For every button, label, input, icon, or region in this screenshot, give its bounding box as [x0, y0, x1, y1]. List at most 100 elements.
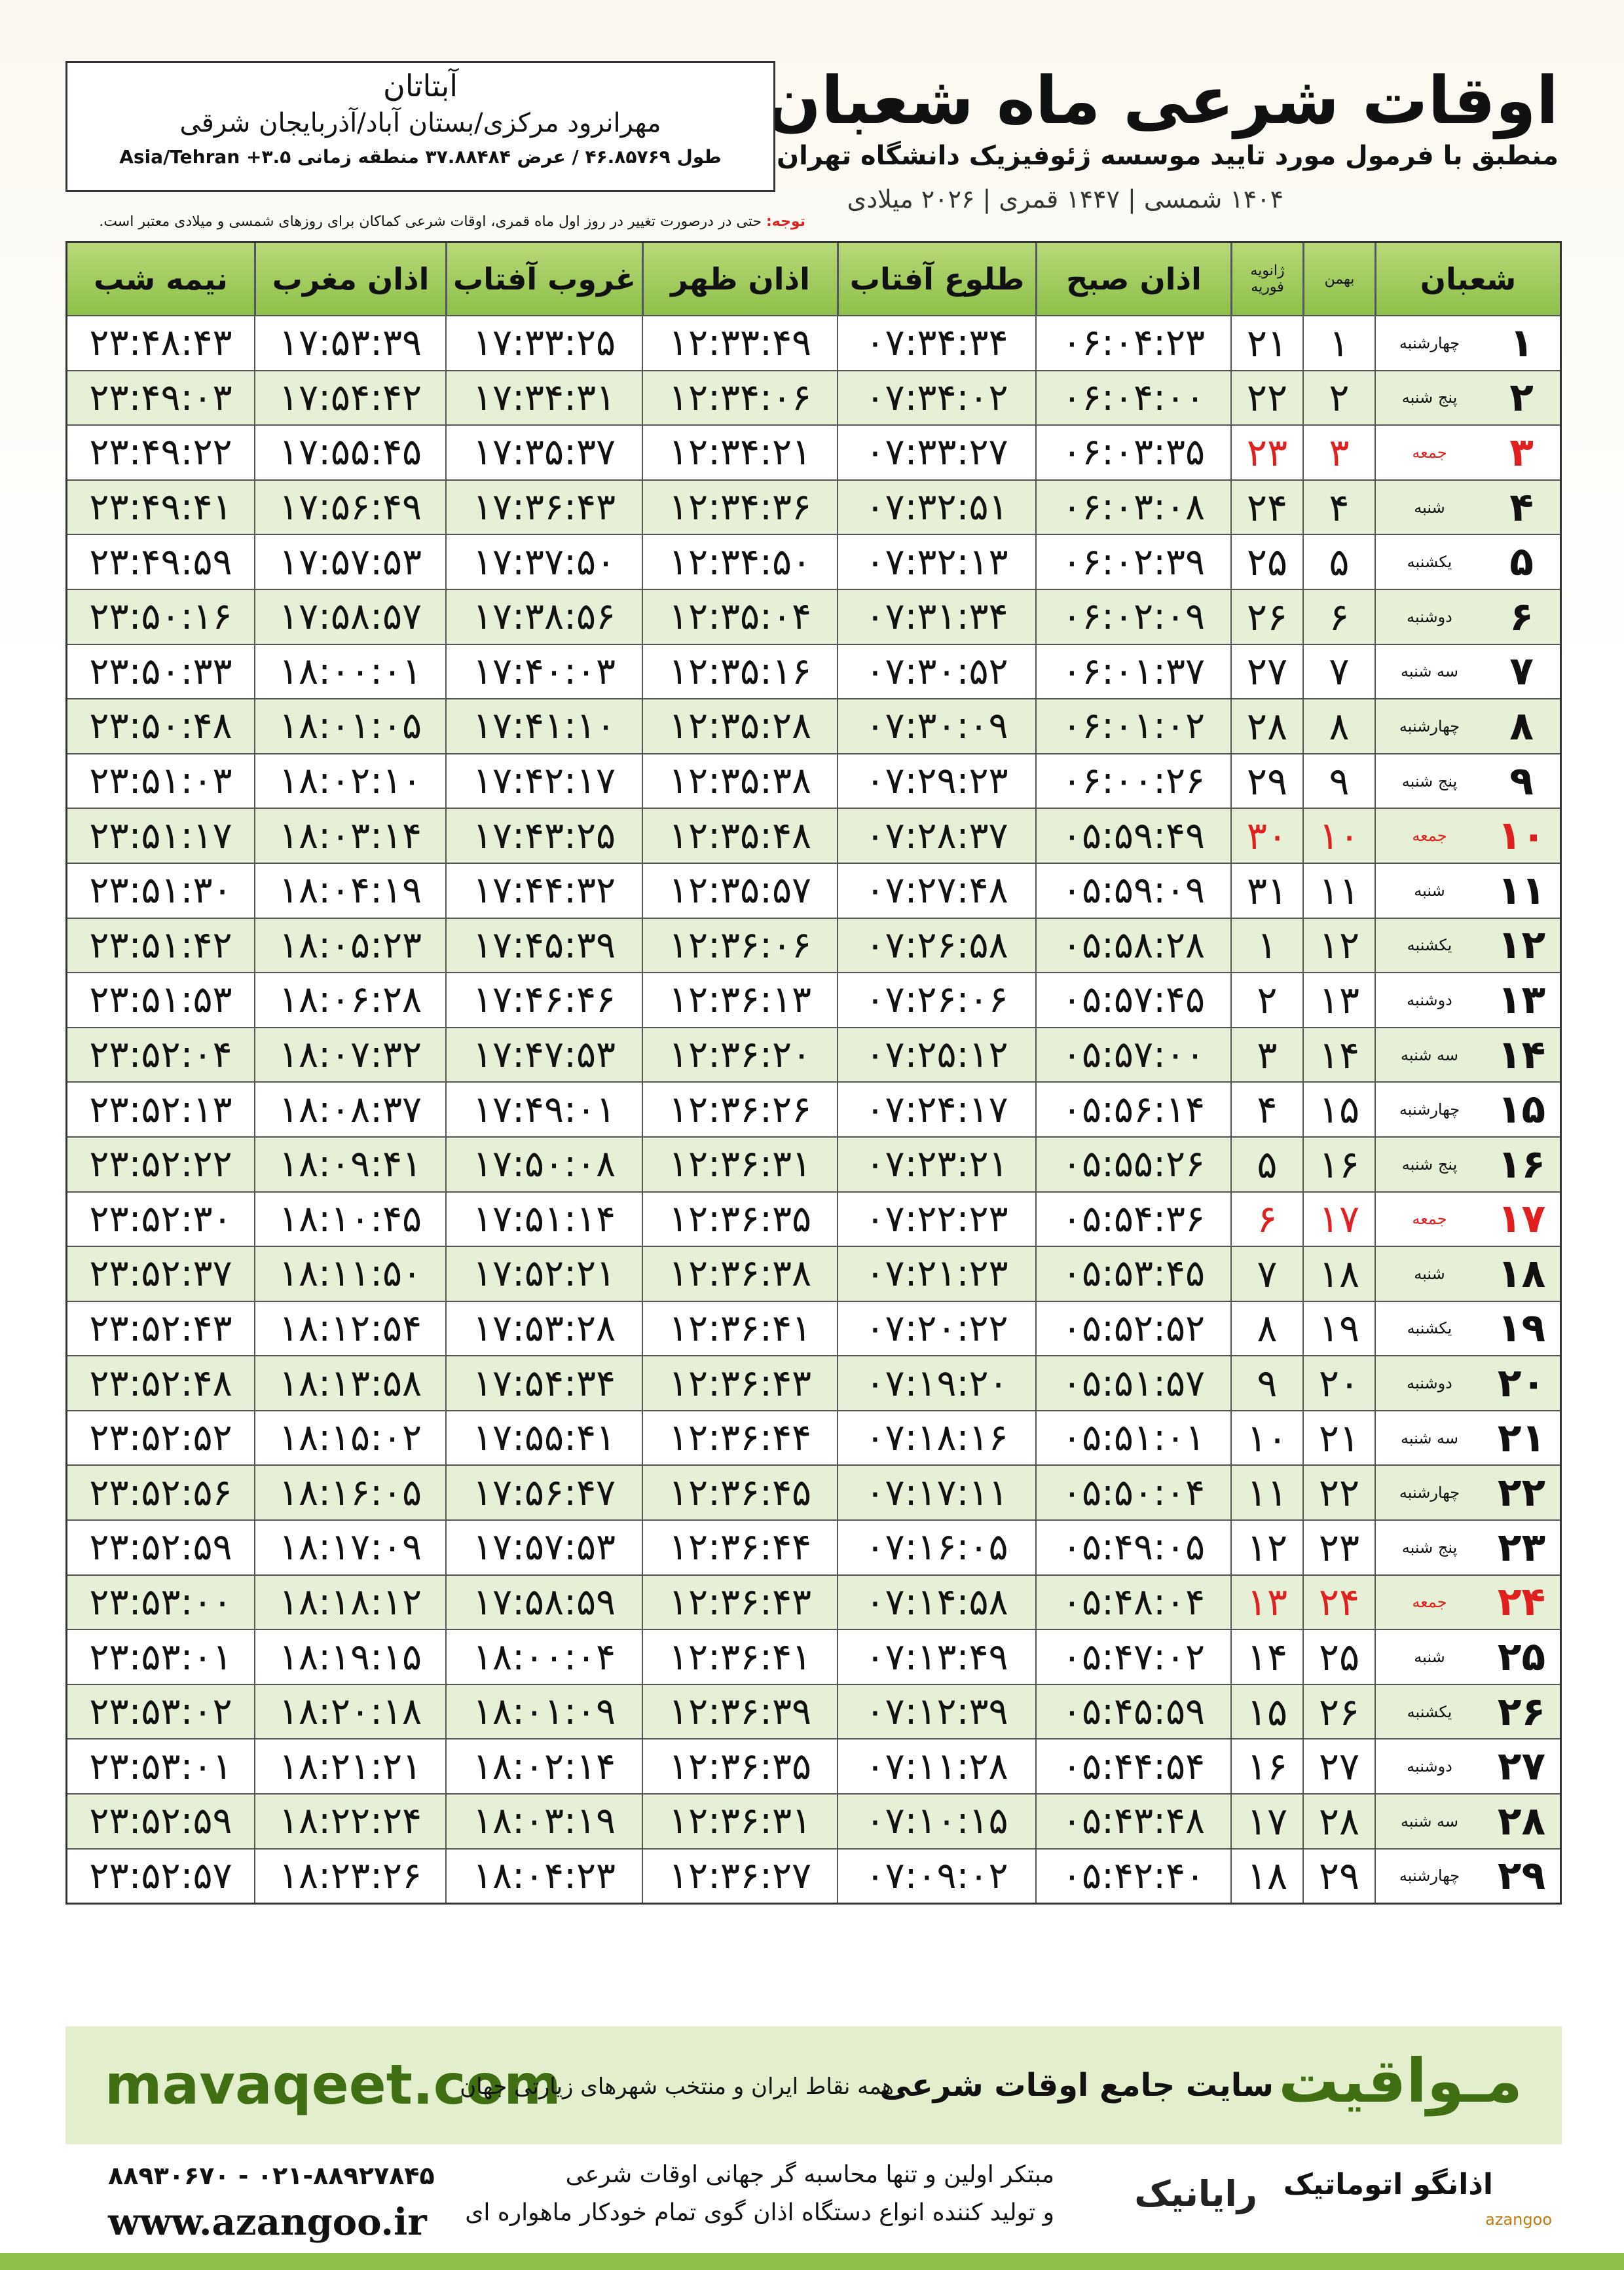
day-cell: ۳ — [1230, 1028, 1302, 1082]
table-row: ۱۴ سه شنبه ۱۴ ۳ ۰۵:۵۷:۰۰ ۰۷:۲۵:۱۲ ۱۲:۳۶:۲۰ ۱۷:۴… — [67, 1026, 1560, 1082]
day-cell: ۲۸ — [1230, 699, 1302, 753]
time-cell: ۱۲:۳۶:۴۵ — [642, 1466, 837, 1520]
time-cell: ۲۳:۵۲:۵۹ — [89, 1800, 232, 1843]
day-cell: ۱ — [1230, 918, 1302, 973]
day-cell: ۲ — [1230, 973, 1302, 1027]
table-row: ۳ جمعه ۳ ۲۳ ۰۶:۰۳:۳۵ ۰۷:۳۳:۲۷ ۱۲:۳۴:۲۱ ۱۷:۳۵:۳۷… — [67, 424, 1560, 479]
day-cell: یکشنبه — [1375, 918, 1483, 973]
time-cell: ۱۲:۳۵:۱۶ — [642, 644, 837, 699]
table-row: ۲۲ چهارشنبه ۲۲ ۱۱ ۰۵:۵۰:۰۴ ۰۷:۱۷:۱۱ ۱۲:۳۶:۴۵ ۱۷… — [67, 1464, 1560, 1520]
time-cell: ۱۷:۵۸:۵۹ — [445, 1575, 642, 1629]
time-cell: ۱۲:۳۶:۲۶ — [642, 1083, 837, 1136]
time-cell: ۱۸:۱۹:۱۵ — [254, 1630, 445, 1684]
table-row: ۲۷ دوشنبه ۲۷ ۱۶ ۰۵:۴۴:۵۴ ۰۷:۱۱:۲۸ ۱۲:۳۶:۳۵ ۱۸:۰… — [67, 1738, 1560, 1794]
time-cell: ۰۵:۵۸:۲۸ — [1035, 918, 1230, 973]
time-cell: ۱۷:۵۳:۲۸ — [445, 1301, 642, 1356]
time-cell: ۲۳:۵۲:۴۳ — [89, 1307, 232, 1350]
table-row: ۱۰ جمعه ۱۰ ۳۰ ۰۵:۵۹:۴۹ ۰۷:۲۸:۳۷ ۱۲:۳۵:۴۸ ۱۷:۴۳:… — [67, 808, 1560, 863]
time-cell: ۱۸:۱۶:۰۵ — [254, 1466, 445, 1520]
time-cell: ۱۲:۳۶:۰۶ — [642, 918, 837, 973]
day-cell: ۱۸ — [1230, 1849, 1302, 1903]
day-cell: ۲۳ — [1497, 1524, 1546, 1571]
time-cell: ۰۷:۲۸:۳۷ — [837, 809, 1035, 863]
time-cell: ۱۸:۰۰:۰۱ — [254, 644, 445, 699]
time-cell: ۰۷:۳۲:۱۳ — [837, 535, 1035, 589]
table-row: ۵ یکشنبه ۵ ۲۵ ۰۶:۰۲:۳۹ ۰۷:۳۲:۱۳ ۱۲:۳۴:۵۰ ۱۷:۳۷:… — [67, 534, 1560, 589]
day-cell: ۱۰ — [1302, 809, 1375, 863]
day-cell: ۱۴ — [1497, 1032, 1546, 1078]
table-row: ۱۸ شنبه ۱۸ ۷ ۰۵:۵۳:۴۵ ۰۷:۲۱:۲۳ ۱۲:۳۶:۳۸ ۱۷:۵۲:۲… — [67, 1246, 1560, 1301]
time-cell: ۱۲:۳۶:۳۵ — [642, 1192, 837, 1246]
time-cell: ۱۷:۵۶:۴۹ — [254, 480, 445, 534]
time-cell: ۰۷:۲۹:۲۳ — [837, 754, 1035, 808]
day-cell: سه شنبه — [1375, 644, 1483, 699]
table-row: ۱۲ یکشنبه ۱۲ ۱ ۰۵:۵۸:۲۸ ۰۷:۲۶:۵۸ ۱۲:۳۶:۰۶ ۱۷:۴۵… — [67, 917, 1560, 973]
time-cell: ۱۷:۵۳:۳۹ — [254, 316, 445, 370]
time-cell: ۱۷:۴۶:۴۶ — [445, 973, 642, 1027]
day-cell: دوشنبه — [1375, 973, 1483, 1027]
day-cell: ۴ — [1302, 480, 1375, 534]
time-cell: ۱۷:۳۳:۲۵ — [445, 316, 642, 370]
day-cell: ۲۲ — [1497, 1470, 1546, 1516]
table-row: ۹ پنج شنبه ۹ ۲۹ ۰۶:۰۰:۲۶ ۰۷:۲۹:۲۳ ۱۲:۳۵:۳۸ ۱۷:۴… — [67, 753, 1560, 808]
location-region: مهرانرود مرکزی/بستان آباد/آذربایجان شرقی — [179, 108, 661, 138]
time-cell: ۰۵:۴۷:۰۲ — [1035, 1630, 1230, 1684]
time-cell: ۲۳:۴۹:۲۲ — [89, 431, 232, 474]
time-cell: ۱۸:۰۹:۴۱ — [254, 1137, 445, 1191]
table-row: ۱۷ جمعه ۱۷ ۶ ۰۵:۵۴:۳۶ ۰۷:۲۲:۲۳ ۱۲:۳۶:۳۵ ۱۷:۵۱:۱… — [67, 1191, 1560, 1246]
day-cell: ۲۳ — [1302, 1521, 1375, 1574]
bottom-bar — [0, 2253, 1624, 2270]
time-cell: ۰۷:۲۳:۲۱ — [837, 1137, 1035, 1191]
header-row: شعبان بهمن ژانویه فوریه اذان صبح طلوع آفتاب اذ… — [67, 243, 1560, 315]
note-label: توجه: — [766, 214, 805, 230]
time-cell: ۰۷:۳۴:۰۲ — [837, 371, 1035, 425]
time-cell: ۲۳:۴۹:۴۱ — [89, 486, 232, 529]
time-cell: ۱۷:۵۵:۴۵ — [254, 426, 445, 479]
subtitle: منطبق با فرمول مورد تایید موسسه ژئوفیزیک… — [776, 141, 1559, 171]
day-cell: ۲۱ — [1497, 1415, 1546, 1461]
time-cell: ۱۲:۳۴:۰۶ — [642, 371, 837, 425]
time-cell: ۰۶:۰۲:۳۹ — [1035, 535, 1230, 589]
time-cell: ۱۸:۱۸:۱۲ — [254, 1575, 445, 1629]
day-cell: ۱ — [1302, 316, 1375, 370]
time-cell: ۰۶:۰۴:۰۰ — [1035, 371, 1230, 425]
day-cell: ۱۵ — [1230, 1684, 1302, 1739]
title: اوقات شرعی ماه شعبان — [765, 62, 1559, 139]
day-cell: شنبه — [1375, 863, 1483, 918]
time-cell: ۲۳:۵۲:۳۰ — [89, 1197, 232, 1240]
note-text: حتی در درصورت تغییر در روز اول ماه قمری،… — [99, 214, 762, 230]
time-cell: ۱۸:۰۲:۱۰ — [254, 754, 445, 808]
time-cell: ۰۷:۱۲:۳۹ — [837, 1684, 1035, 1739]
time-cell: ۱۸:۲۰:۱۸ — [254, 1684, 445, 1739]
time-cell: ۰۵:۵۷:۴۵ — [1035, 973, 1230, 1027]
time-cell: ۱۸:۱۰:۴۵ — [254, 1192, 445, 1246]
location-box: آبتاتان مهرانرود مرکزی/بستان آباد/آذربای… — [65, 61, 775, 192]
brand: مـواقیت — [1278, 2046, 1522, 2116]
day-cell: ۱۰ — [1230, 1411, 1302, 1465]
day-cell: ۸ — [1302, 699, 1375, 753]
time-cell: ۱۲:۳۶:۳۹ — [642, 1684, 837, 1739]
time-cell: ۱۲:۳۴:۵۰ — [642, 535, 837, 589]
day-cell: ۱۰ — [1497, 813, 1546, 859]
time-cell: ۰۶:۰۴:۲۳ — [1035, 316, 1230, 370]
day-cell: شنبه — [1375, 480, 1483, 534]
coverage: همه نقاط ایران و منتخب شهرهای زیارتی جها… — [460, 2074, 894, 2100]
logo: azangoo — [1485, 2210, 1552, 2229]
time-cell: ۱۷:۳۴:۳۱ — [445, 371, 642, 425]
day-cell: جمعه — [1375, 1575, 1483, 1629]
table-row: ۱ چهارشنبه ۱ ۲۱ ۰۶:۰۴:۲۳ ۰۷:۳۴:۳۴ ۱۲:۳۳:۴۹ ۱۷:۳… — [67, 315, 1560, 370]
time-cell: ۰۵:۴۵:۵۹ — [1035, 1684, 1230, 1739]
day-cell: ۳ — [1302, 426, 1375, 479]
day-cell: ۱ — [1509, 320, 1534, 366]
day-cell: ۲۴ — [1302, 1575, 1375, 1629]
time-cell: ۰۶:۰۱:۰۲ — [1035, 699, 1230, 753]
time-cell: ۰۵:۴۳:۴۸ — [1035, 1795, 1230, 1848]
time-cell: ۰۶:۰۳:۰۸ — [1035, 480, 1230, 534]
day-cell: ۱۵ — [1302, 1083, 1375, 1136]
day-cell: ۳۱ — [1230, 863, 1302, 918]
time-cell: ۱۸:۰۱:۰۵ — [254, 699, 445, 753]
time-cell: ۰۷:۱۶:۰۵ — [837, 1521, 1035, 1574]
day-cell: شنبه — [1375, 1247, 1483, 1301]
note: توجه: حتی در درصورت تغییر در روز اول ماه… — [65, 214, 805, 230]
logo: رایانیک — [1134, 2173, 1257, 2214]
